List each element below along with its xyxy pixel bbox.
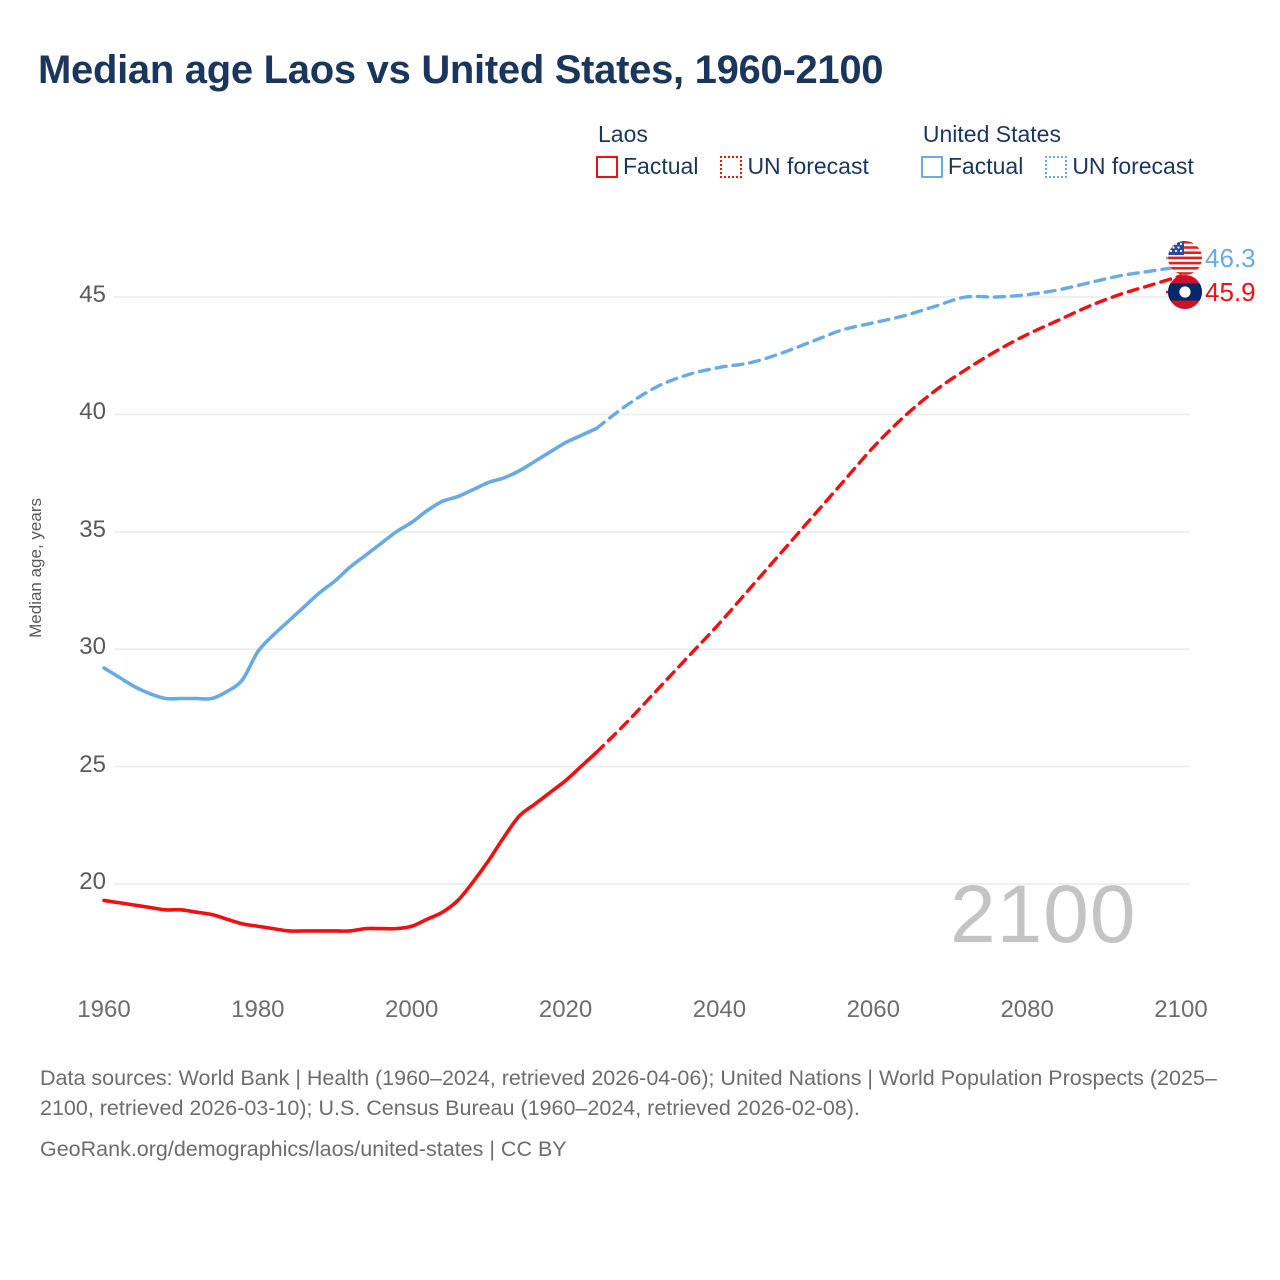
legend-item-laos-forecast[interactable]: UN forecast bbox=[720, 153, 869, 180]
legend: Laos Factual UN forecast United States F… bbox=[596, 121, 1194, 180]
gridlines bbox=[114, 296, 1190, 885]
y-axis-tick-45: 45 bbox=[79, 281, 106, 308]
dotted-square-icon bbox=[720, 155, 743, 178]
solid-square-icon bbox=[596, 155, 618, 178]
end-label-laos: 45.9 bbox=[1205, 277, 1256, 307]
series-line-laos-un-forecast bbox=[594, 274, 1183, 755]
legend-group-laos: Laos Factual UN forecast bbox=[596, 121, 869, 180]
data-sources-text: Data sources: World Bank | Health (1960–… bbox=[40, 1066, 1217, 1120]
series-line-united-states-un-forecast bbox=[594, 264, 1183, 431]
series-line-laos-factual bbox=[102, 750, 599, 933]
legend-label-laos-factual: Factual bbox=[623, 153, 699, 180]
y-axis-tick-35: 35 bbox=[79, 515, 106, 543]
x-axis-tick-2000: 2000 bbox=[385, 996, 439, 1023]
watermark-year: 2100 bbox=[950, 869, 1137, 960]
legend-country-laos: Laos bbox=[598, 121, 648, 147]
legend-label-laos-forecast: UN forecast bbox=[747, 153, 869, 180]
legend-item-us-forecast[interactable]: UN forecast bbox=[1045, 153, 1194, 180]
y-axis-label: Median age, years bbox=[26, 498, 45, 638]
x-axis-tick-2020: 2020 bbox=[538, 996, 593, 1023]
legend-items-laos: Factual UN forecast bbox=[596, 153, 869, 180]
series-line-united-states-factual bbox=[102, 426, 599, 701]
x-axis-tick-1980: 1980 bbox=[231, 996, 285, 1023]
legend-label-us-factual: Factual bbox=[947, 153, 1024, 180]
x-axis-tick-1960: 1960 bbox=[77, 996, 131, 1023]
us-flag-icon bbox=[1168, 241, 1202, 275]
footer-url-text[interactable]: GeoRank.org/demographics/laos/united-sta… bbox=[40, 1137, 567, 1162]
laos-flag-icon bbox=[1168, 275, 1202, 309]
legend-label-us-forecast: UN forecast bbox=[1072, 153, 1194, 180]
legend-group-united-states: United States Factual UN forecast bbox=[920, 121, 1194, 180]
legend-items-united-states: Factual UN forecast bbox=[920, 153, 1194, 180]
y-axis-tick-30: 30 bbox=[79, 633, 106, 661]
dotted-square-icon bbox=[1045, 155, 1068, 178]
page-title: Median age Laos vs United States, 1960-2… bbox=[38, 48, 884, 92]
legend-item-laos-factual[interactable]: Factual bbox=[596, 153, 698, 180]
legend-country-united-states: United States bbox=[922, 121, 1061, 147]
y-axis-tick-40: 40 bbox=[79, 398, 106, 426]
footer: Data sources: World Bank | Health (1960–… bbox=[40, 1064, 1220, 1165]
end-label-united-states: 46.3 bbox=[1205, 243, 1256, 273]
x-axis-tick-2100: 2100 bbox=[1154, 996, 1208, 1023]
solid-square-icon bbox=[920, 155, 943, 178]
x-axis-tick-2060: 2060 bbox=[846, 996, 900, 1023]
x-axis-tick-2040: 2040 bbox=[692, 996, 747, 1023]
y-axis-tick-20: 20 bbox=[79, 868, 106, 895]
legend-item-us-factual[interactable]: Factual bbox=[920, 153, 1024, 180]
y-axis-tick-25: 25 bbox=[79, 750, 106, 778]
series-lines bbox=[102, 264, 1183, 933]
x-axis-tick-2080: 2080 bbox=[1000, 996, 1054, 1023]
